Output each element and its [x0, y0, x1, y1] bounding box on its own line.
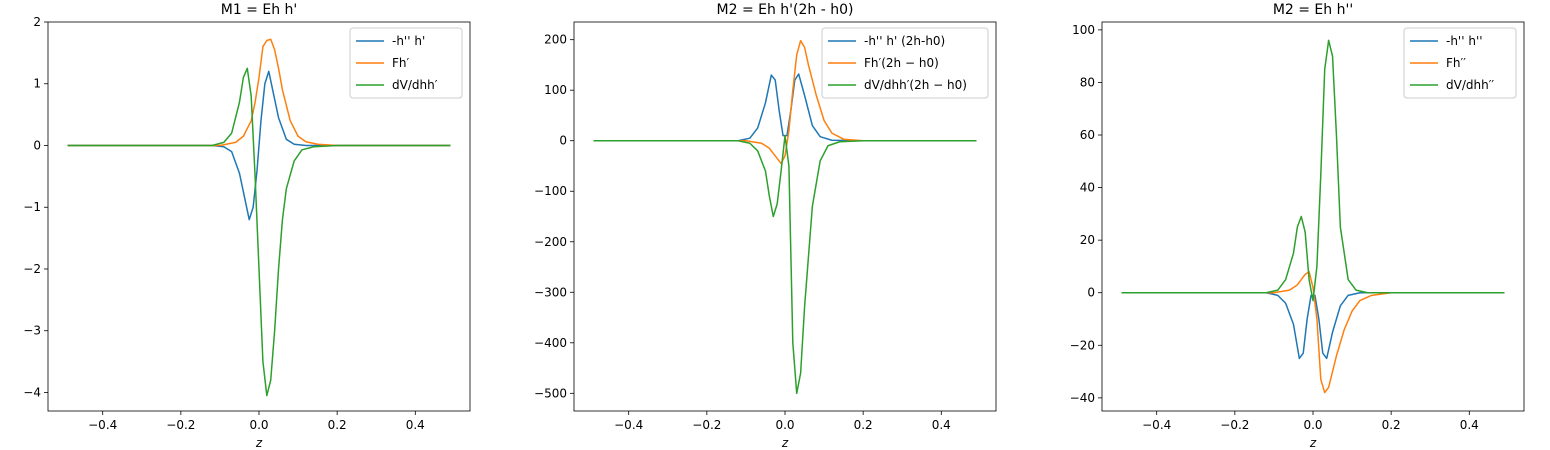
x-tick-label: 0.4 — [1460, 418, 1479, 432]
series-line-3 — [1121, 39, 1505, 302]
y-tick-label: 100 — [1072, 23, 1095, 37]
y-tick-label: 200 — [544, 33, 567, 47]
series-line-1 — [1121, 291, 1505, 360]
y-tick-label: −100 — [534, 184, 567, 198]
legend-entry: -h'' h' — [392, 34, 425, 48]
y-tick-label: 0 — [33, 138, 41, 152]
y-tick-label: 40 — [1080, 181, 1095, 195]
series-line-1 — [593, 73, 977, 142]
y-tick-label: 0 — [1087, 286, 1095, 300]
x-tick-label: −0.2 — [166, 418, 195, 432]
y-tick-label: 1 — [33, 77, 41, 91]
legend-entry: -h'' h' (2h-h0) — [864, 34, 945, 48]
legend: -h'' h'' Fh′′ dV/dhh′′ — [1403, 27, 1517, 99]
x-tick-label: −0.4 — [614, 418, 643, 432]
y-tick-label: −300 — [534, 285, 567, 299]
x-tick-label: 0.2 — [1382, 418, 1401, 432]
x-tick-label: −0.4 — [1142, 418, 1171, 432]
y-tick-label: −400 — [534, 336, 567, 350]
series-line-1 — [67, 70, 451, 221]
x-tick-label: 0.4 — [932, 418, 951, 432]
x-tick-label: 0.2 — [328, 418, 347, 432]
legend-entry: dV/dhh′′ — [1446, 78, 1494, 92]
legend-frame — [821, 27, 989, 99]
legend-entry: Fh′(2h − h0) — [864, 56, 939, 70]
x-tick-label: 0.0 — [249, 418, 268, 432]
x-tick-label: −0.4 — [88, 418, 117, 432]
legend-frame — [349, 27, 463, 99]
y-tick-label: 0 — [559, 134, 567, 148]
x-tick-label: −0.2 — [692, 418, 721, 432]
y-tick-label: 20 — [1080, 233, 1095, 247]
series-line-3 — [593, 134, 977, 395]
y-tick-label: −20 — [1070, 338, 1095, 352]
series-line-2 — [1121, 270, 1505, 394]
y-tick-label: −500 — [534, 386, 567, 400]
legend-frame — [1403, 27, 1517, 99]
y-tick-label: 2 — [33, 15, 41, 29]
series-line-2 — [67, 38, 451, 147]
legend-entry: dV/dhh′ — [392, 78, 438, 92]
x-tick-label: −0.2 — [1220, 418, 1249, 432]
x-tick-label: 0.0 — [775, 418, 794, 432]
y-tick-label: −200 — [534, 235, 567, 249]
y-tick-label: −3 — [23, 324, 41, 338]
x-axis-label: z — [781, 436, 789, 450]
legend: -h'' h' (2h-h0) Fh′(2h − h0) dV/dhh′(2h − … — [821, 27, 989, 99]
y-tick-label: 80 — [1080, 75, 1095, 89]
chart-title: M2 = Eh h'' — [1273, 2, 1353, 18]
chart-title: M1 = Eh h' — [221, 2, 298, 18]
chart-panel-2: M2 = Eh h'(2h - h0) −0.4 −0.2 0.0 0.2 0.4 z −50… — [534, 2, 997, 450]
x-tick-label: 0.2 — [854, 418, 873, 432]
legend-entry: dV/dhh′(2h − h0) — [864, 78, 967, 92]
legend-entry: -h'' h'' — [1446, 34, 1483, 48]
legend-entry: Fh′′ — [1446, 56, 1466, 70]
legend: -h'' h' Fh′ dV/dhh′ — [349, 27, 463, 99]
y-tick-label: −4 — [23, 385, 41, 399]
legend-entry: Fh′ — [392, 56, 410, 70]
x-tick-label: 0.4 — [406, 418, 425, 432]
y-tick-label: −1 — [23, 200, 41, 214]
y-tick-label: −2 — [23, 262, 41, 276]
x-tick-label: 0.0 — [1303, 418, 1322, 432]
chart-title: M2 = Eh h'(2h - h0) — [717, 2, 854, 18]
x-axis-label: z — [1309, 436, 1317, 450]
chart-panel-3: M2 = Eh h'' −0.4 −0.2 0.0 0.2 0.4 z −40 −20 0 20 40… — [1070, 2, 1525, 450]
y-tick-label: −40 — [1070, 391, 1095, 405]
y-tick-label: 100 — [544, 83, 567, 97]
chart-panel-1: M1 = Eh h' −0.4 −0.2 0.0 0.2 0.4 z −4 −3 −2 −1 0 1 2 -… — [23, 2, 471, 450]
series-line-2 — [593, 39, 977, 165]
y-tick-label: 60 — [1080, 128, 1095, 142]
series-line-3 — [67, 67, 451, 397]
x-axis-label: z — [255, 436, 263, 450]
